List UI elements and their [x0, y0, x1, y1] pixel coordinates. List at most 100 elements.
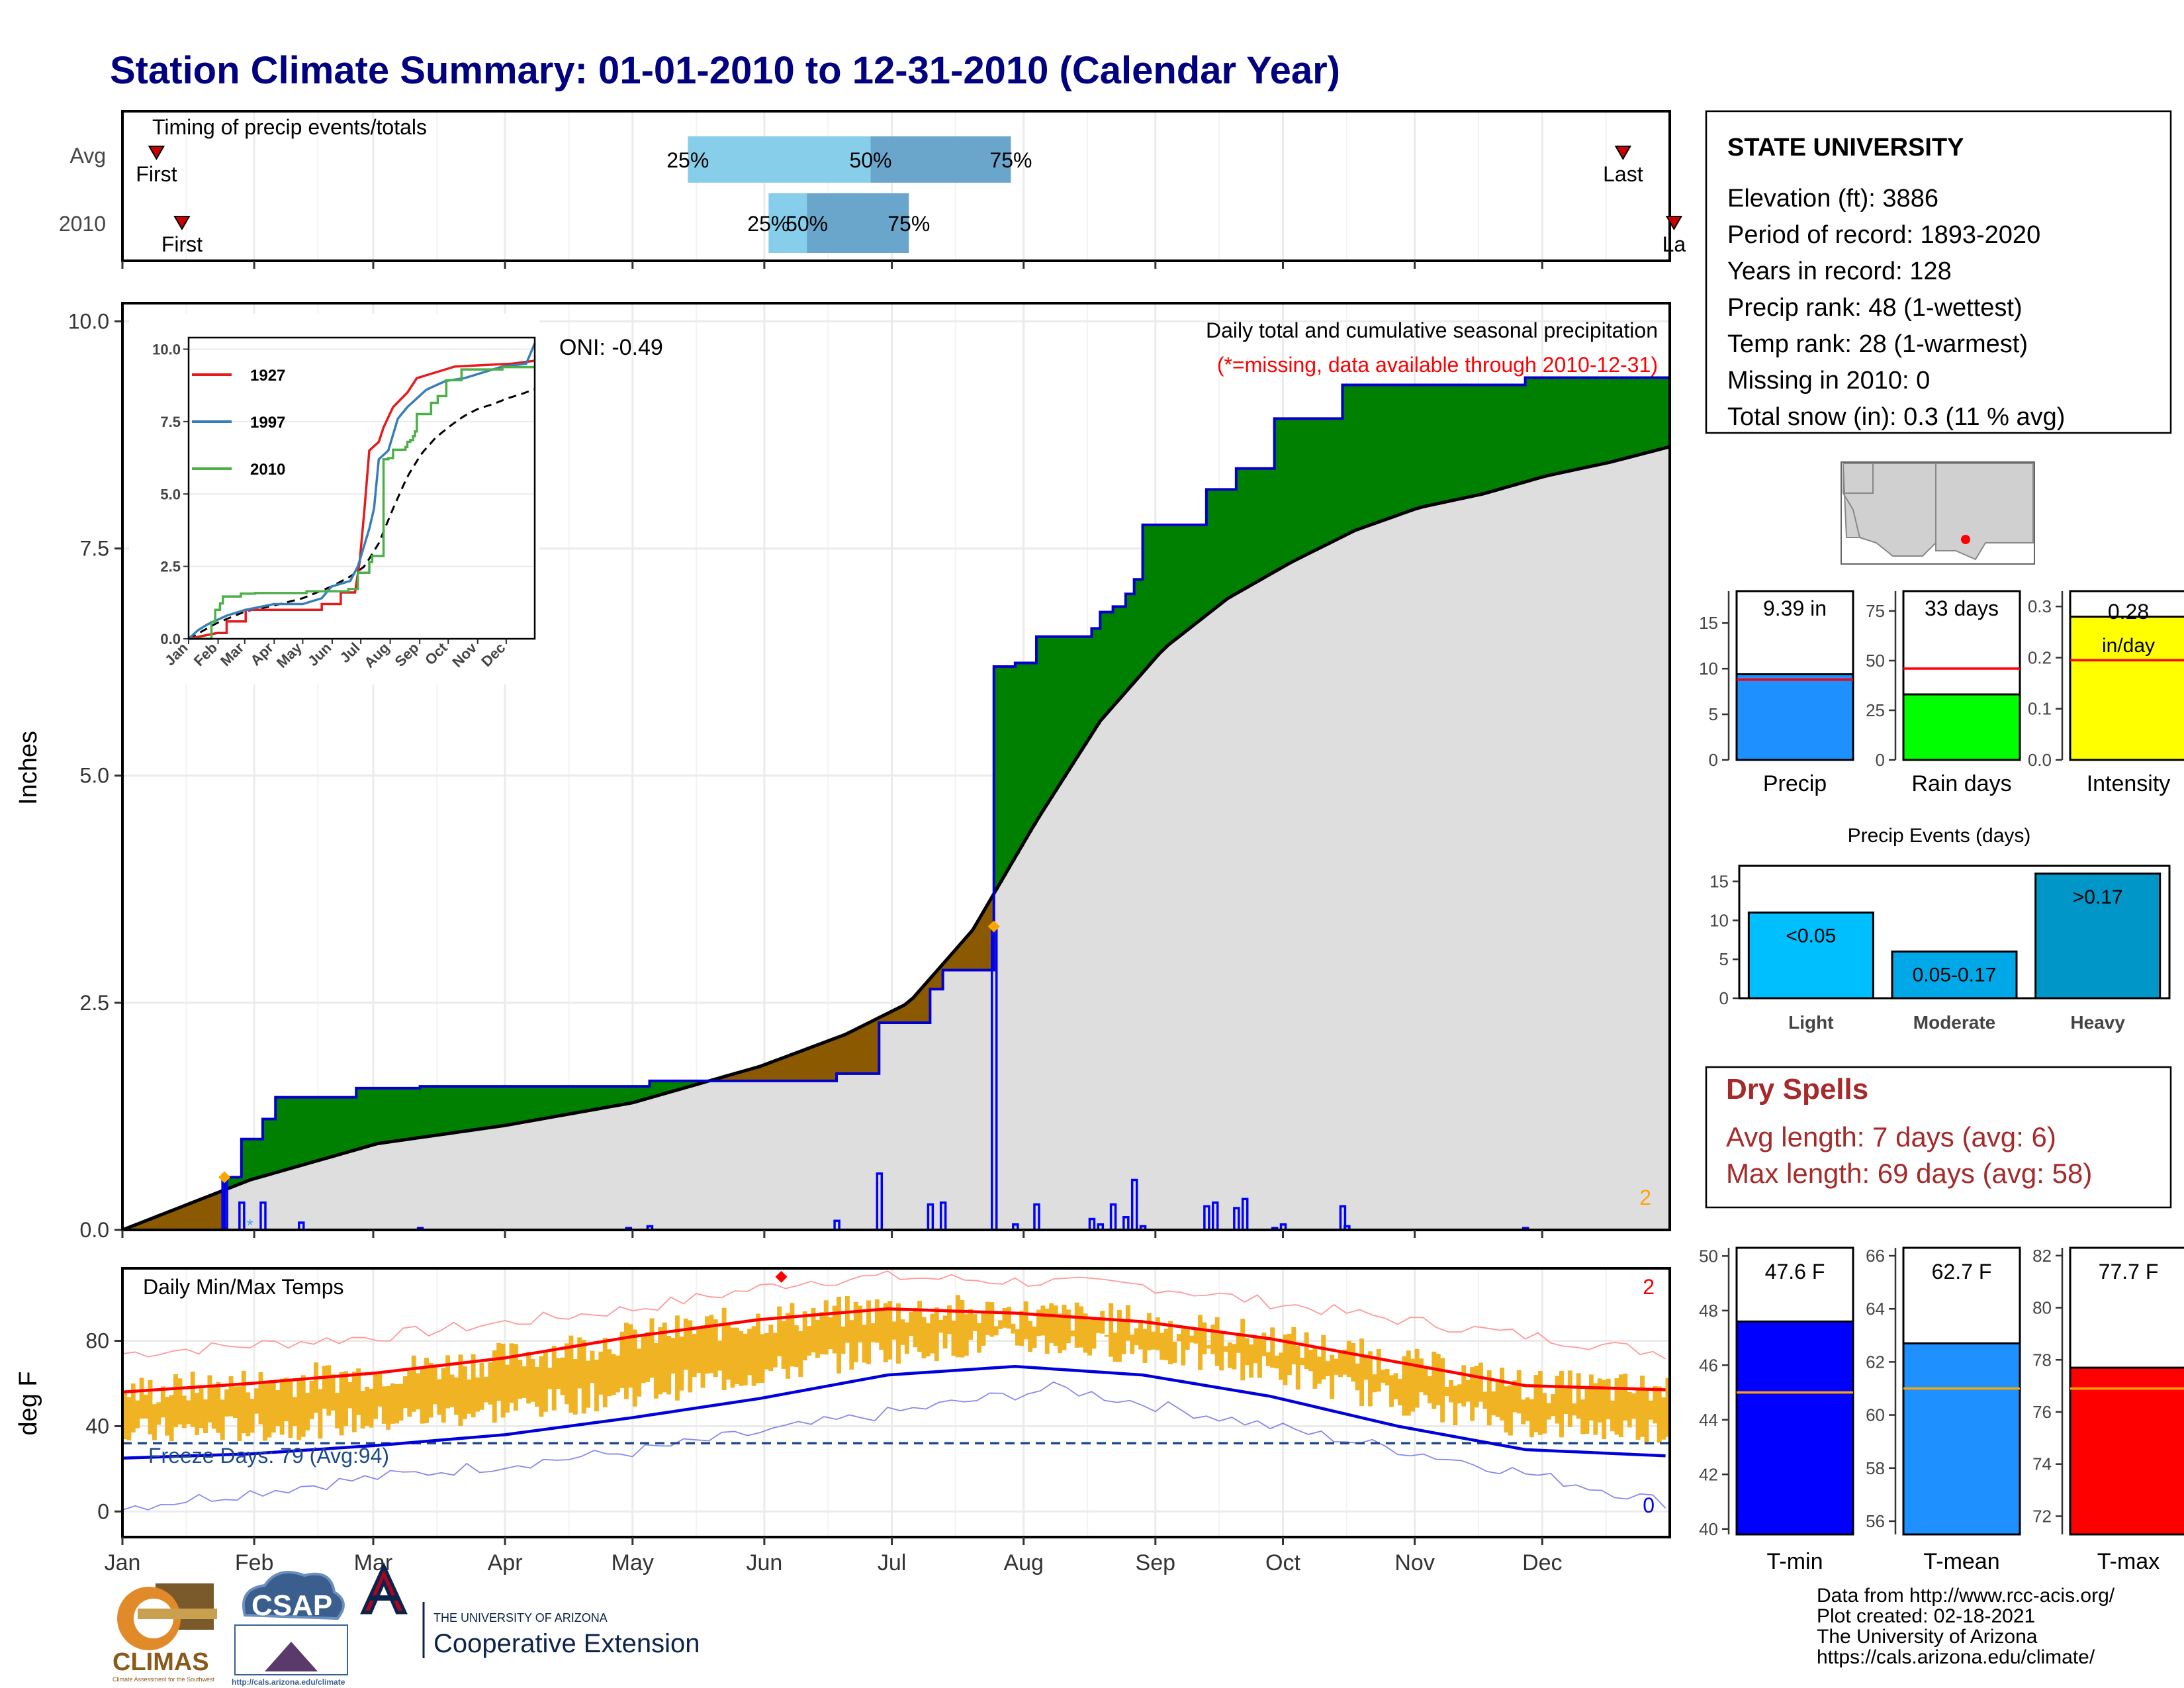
daily-temp-bar: [394, 1383, 399, 1424]
credit-university: The University of Arizona: [1817, 1626, 2038, 1648]
precip-difference-area: [1036, 636, 1041, 818]
csap-text: CSAP: [251, 1589, 332, 1622]
precip-difference-area: [1138, 579, 1144, 675]
daily-temp-bar: [326, 1365, 332, 1416]
temp-y-tick-label: 0: [97, 1499, 109, 1523]
precip-difference-area: [1053, 636, 1058, 792]
precip-difference-area: [1376, 385, 1381, 522]
precip-difference-area: [1219, 489, 1224, 604]
station-snow: Total snow (in): 0.3 (11 % avg): [1727, 403, 2065, 431]
observed-cumulative-line: [122, 376, 1670, 1231]
daily-temp-bar: [314, 1362, 318, 1413]
daily-temp-bar: [607, 1349, 612, 1397]
daily-temp-bar: [339, 1372, 344, 1436]
precip-difference-area: [1325, 418, 1330, 544]
daily-temp-bar: [1457, 1384, 1462, 1404]
precip-difference-area: [309, 1097, 314, 1162]
y-tick-label: 0.0: [80, 1218, 109, 1242]
timing-marker: [148, 146, 165, 160]
daily-temp-bar: [887, 1301, 893, 1360]
precip-difference-area: [607, 1086, 612, 1107]
daily-temp-bar: [1134, 1328, 1139, 1346]
precip-difference-area: [288, 1097, 293, 1169]
precip-difference-area: [807, 1048, 812, 1081]
daily-temp-bar: [594, 1359, 599, 1412]
daily-temp-bar: [623, 1323, 629, 1399]
daily-temp-bar: [530, 1358, 535, 1402]
daily-temp-bar: [165, 1397, 170, 1436]
month-axis: Jan Feb Mar Apr May Jun Jul Aug Sep Oct Nov Dec: [105, 261, 1563, 1575]
daily-temp-bar: [1465, 1380, 1471, 1402]
small-bar-tick-label: 64: [1866, 1299, 1885, 1319]
daily-temp-bar: [709, 1315, 714, 1374]
daily-temp-bar: [1410, 1358, 1416, 1412]
precip-difference-area: [866, 1023, 872, 1074]
month-label: Jan: [105, 1550, 141, 1575]
daily-temp-bar: [1117, 1309, 1122, 1362]
daily-temp-bar: [590, 1350, 595, 1383]
precip-difference-area: [275, 1097, 281, 1172]
precip-difference-area: [1100, 612, 1105, 719]
precip-difference-area: [1597, 377, 1602, 465]
inset-y-tick-label: 7.5: [160, 414, 181, 430]
station-precip-rank: Precip rank: 48 (1-wettest): [1727, 294, 2023, 322]
temp-y-tick-label: 80: [85, 1329, 109, 1353]
daily-temp-bar: [1461, 1365, 1467, 1407]
precip-difference-area: [1482, 385, 1488, 494]
precip-difference-area: [760, 1065, 765, 1081]
precip-difference-area: [1330, 418, 1335, 542]
precip-difference-area: [1011, 667, 1016, 861]
daily-temp-bar: [955, 1295, 960, 1358]
ua-small-text: THE UNIVERSITY OF ARIZONA: [433, 1611, 608, 1624]
daily-temp-bar: [700, 1325, 705, 1388]
precip-difference-area: [645, 1086, 651, 1099]
location-map: [1841, 461, 2035, 565]
daily-temp-bar: [483, 1377, 488, 1403]
small-bar-tick-label: 48: [1699, 1301, 1718, 1321]
daily-temp-bar: [449, 1374, 455, 1407]
daily-temp-bar: [581, 1340, 586, 1414]
precip-difference-area: [569, 1086, 574, 1114]
precip-difference-area: [1019, 663, 1024, 847]
small-bar-tick-label: 40: [1699, 1519, 1718, 1539]
daily-temp-bar: [496, 1342, 502, 1401]
daily-temp-bar: [1261, 1333, 1267, 1356]
precip-difference-area: [1104, 612, 1109, 714]
precip-difference-area: [938, 966, 944, 990]
temp-max-count: 2: [1643, 1275, 1655, 1299]
events-bar: [2034, 872, 2161, 1000]
daily-temp-bar: [1193, 1329, 1199, 1344]
precip-difference-area: [743, 1070, 748, 1081]
precip-difference-area: [152, 1217, 157, 1230]
small-bar-tick-label: 56: [1866, 1511, 1885, 1531]
precip-difference-area: [623, 1086, 629, 1104]
precip-difference-area: [1181, 524, 1186, 633]
precip-difference-area: [1249, 468, 1254, 585]
precip-difference-area: [1478, 385, 1483, 494]
precip-difference-area: [751, 1068, 756, 1081]
month-label: Jun: [746, 1550, 782, 1575]
daily-temp-bar: [1146, 1313, 1152, 1350]
daily-temp-bar: [1653, 1385, 1658, 1424]
daily-temp-bar: [262, 1381, 267, 1441]
precip-difference-area: [279, 1097, 285, 1171]
daily-temp-bar: [1521, 1399, 1526, 1425]
precip-difference-area: [1279, 418, 1284, 569]
precip-difference-area: [832, 1038, 837, 1081]
small-bar-tick-label: 50: [1866, 651, 1885, 671]
daily-temp-bar: [186, 1400, 191, 1425]
daily-temp-bar: [1138, 1319, 1144, 1350]
daily-temp-bar: [832, 1305, 837, 1354]
daily-temp-bar: [1449, 1380, 1453, 1403]
precip-difference-area: [1440, 385, 1445, 503]
small-bar-tick-label: 0.3: [2028, 596, 2052, 616]
daily-temp-bar: [1435, 1354, 1441, 1405]
precip-difference-area: [679, 1080, 684, 1089]
dry-spells-title: Dry Spells: [1726, 1073, 1868, 1105]
precip-difference-area: [981, 912, 986, 970]
daily-temp-bar: [1367, 1351, 1373, 1407]
precip-difference-area: [870, 1021, 876, 1074]
quartile-label: 50%: [849, 148, 891, 172]
timing-row-avg: Avg: [69, 144, 106, 167]
precip-difference-area: [1002, 667, 1007, 876]
